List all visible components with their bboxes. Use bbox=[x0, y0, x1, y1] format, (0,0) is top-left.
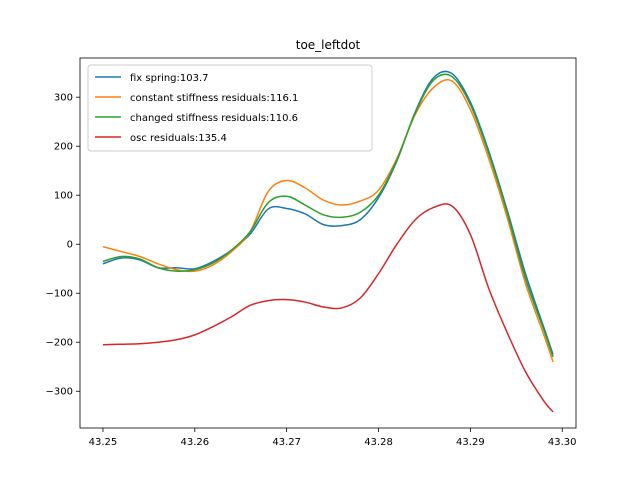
y-tick-label: 100 bbox=[54, 191, 73, 202]
x-tick-label: 43.28 bbox=[364, 437, 393, 448]
y-axis: −300 −200 −100 0 100 200 300 bbox=[46, 93, 80, 398]
y-tick-label: 200 bbox=[54, 142, 73, 153]
series-line-4 bbox=[102, 203, 554, 413]
x-tick-label: 43.30 bbox=[548, 437, 577, 448]
y-tick-label: −200 bbox=[46, 338, 73, 349]
axes-frame bbox=[79, 57, 577, 429]
x-axis: 43.25 43.26 43.27 43.28 43.29 43.30 bbox=[89, 428, 577, 448]
series-line-2 bbox=[102, 78, 554, 363]
legend-box bbox=[87, 64, 373, 152]
x-tick-label: 43.27 bbox=[272, 437, 301, 448]
y-tick-label: −100 bbox=[46, 289, 73, 300]
legend-label-4: osc residuals:135.4 bbox=[130, 133, 227, 144]
x-tick-label: 43.25 bbox=[89, 437, 118, 448]
series-line-1 bbox=[102, 70, 554, 355]
y-tick-label: 300 bbox=[54, 93, 73, 104]
chart-title: toe_leftdot bbox=[296, 38, 361, 52]
legend-label-1: fix spring:103.7 bbox=[130, 73, 209, 84]
legend: fix spring:103.7 constant stiffness resid… bbox=[87, 64, 373, 152]
legend-label-2: constant stiffness residuals:116.1 bbox=[130, 93, 298, 104]
x-tick-label: 43.29 bbox=[456, 437, 485, 448]
legend-label-3: changed stiffness residuals:110.6 bbox=[130, 113, 298, 124]
x-tick-label: 43.26 bbox=[180, 437, 209, 448]
series-layer bbox=[102, 70, 554, 413]
y-tick-label: 0 bbox=[67, 240, 73, 251]
y-tick-label: −300 bbox=[46, 387, 73, 398]
series-line-3 bbox=[102, 73, 554, 358]
